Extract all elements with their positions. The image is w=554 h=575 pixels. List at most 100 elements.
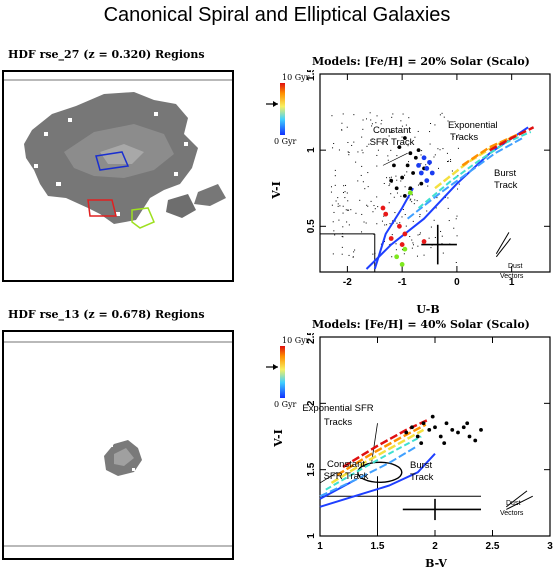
background-point: [434, 154, 436, 156]
background-point: [367, 205, 369, 207]
background-point: [389, 183, 391, 185]
background-point: [341, 129, 343, 131]
data-point-red: [421, 239, 427, 244]
background-point: [361, 165, 363, 167]
background-point: [411, 247, 413, 249]
background-point: [425, 164, 427, 166]
background-point: [330, 186, 332, 188]
top-exp-line2: Tracks: [450, 132, 478, 143]
y-tick-label: 2.5: [306, 333, 317, 344]
background-point: [428, 237, 430, 239]
background-point: [446, 152, 448, 154]
x-tick-label: 3: [547, 541, 553, 552]
background-point: [400, 180, 402, 182]
background-point: [402, 208, 404, 210]
background-point: [411, 201, 413, 203]
background-point: [362, 152, 364, 154]
bottom-plot-title: Models: [Fe/H] = 40% Solar (Scalo): [312, 318, 530, 331]
background-point: [447, 197, 449, 199]
background-point: [337, 203, 339, 205]
bottom-dust-line2: Vectors: [500, 510, 524, 517]
background-point: [354, 249, 356, 251]
background-point: [364, 188, 366, 190]
data-point-blue: [416, 162, 421, 168]
background-point: [408, 117, 410, 119]
background-point: [395, 175, 397, 177]
data-point-black: [419, 181, 424, 186]
background-point: [405, 124, 407, 126]
age-arrowhead: [273, 101, 278, 107]
background-point: [361, 149, 363, 151]
background-point: [365, 222, 367, 224]
background-point: [346, 126, 348, 128]
background-point: [389, 177, 391, 179]
background-point: [392, 220, 394, 222]
background-point: [455, 261, 457, 263]
top-exp-line1: Exponential: [448, 120, 498, 131]
bottom-dust-line1: Dust: [506, 500, 520, 507]
background-point: [360, 174, 362, 176]
background-point: [409, 236, 411, 238]
burst-track: [319, 453, 436, 508]
background-point: [341, 253, 343, 255]
background-point: [373, 205, 375, 207]
blue-region: [95, 151, 130, 171]
background-point: [396, 155, 398, 157]
background-point: [394, 212, 396, 214]
age-colorbar: [280, 83, 285, 135]
background-point: [348, 209, 350, 211]
bottom-xlabel: B-V: [425, 557, 447, 570]
data-point-black: [461, 425, 466, 430]
data-point-black: [410, 425, 414, 430]
background-point: [395, 243, 397, 245]
background-point: [435, 207, 437, 209]
background-point: [396, 179, 398, 181]
background-point: [409, 199, 411, 201]
background-point: [394, 220, 396, 222]
data-point-green: [407, 190, 413, 196]
bottom-exp-line1: Exponential SFR: [302, 403, 373, 414]
x-tick-label: 1.5: [371, 541, 385, 552]
top-constant-line1: Constant: [373, 125, 411, 136]
background-point: [368, 143, 370, 145]
background-point: [334, 234, 336, 236]
top-galaxy-image: [2, 70, 234, 282]
constant-track: [319, 479, 355, 500]
background-point: [386, 224, 388, 226]
data-point-black: [413, 155, 418, 160]
background-point: [362, 181, 364, 183]
background-point: [392, 113, 394, 115]
galaxy-rse13-svg: [4, 341, 232, 547]
bottom-region-label: HDF rse_13 (z = 0.678) Regions: [8, 308, 205, 321]
background-point: [374, 208, 376, 210]
background-point: [332, 221, 334, 223]
background-point: [391, 256, 393, 258]
data-point-blue: [429, 170, 435, 176]
data-point-black: [433, 425, 437, 430]
data-point-black: [427, 427, 432, 432]
background-point: [387, 155, 389, 157]
background-point: [390, 130, 392, 132]
background-point: [331, 115, 333, 117]
data-point-black: [419, 441, 424, 446]
background-point: [332, 147, 334, 149]
background-point: [429, 131, 431, 133]
background-point: [442, 148, 444, 150]
background-point: [366, 118, 368, 120]
data-point-black: [408, 186, 413, 191]
background-point: [341, 235, 343, 237]
background-point: [408, 197, 410, 199]
background-point: [361, 213, 363, 215]
data-point-black: [415, 434, 420, 439]
background-point: [383, 182, 385, 184]
data-point-black: [392, 163, 396, 168]
background-point: [446, 161, 448, 163]
background-point: [433, 219, 435, 221]
background-point: [341, 122, 343, 124]
background-point: [441, 243, 443, 245]
background-point: [400, 120, 402, 122]
data-point-black: [394, 186, 399, 191]
y-tick-label: 1: [306, 533, 317, 539]
background-point: [419, 216, 421, 218]
background-point: [345, 184, 347, 186]
